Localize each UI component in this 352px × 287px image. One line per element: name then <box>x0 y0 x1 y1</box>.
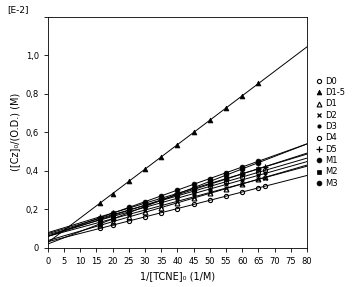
Legend: D0, D1-5, D1, D2, D3, D4, D5, M1, M2, M3: D0, D1-5, D1, D2, D3, D4, D5, M1, M2, M3 <box>314 75 346 189</box>
Y-axis label: ([Cz]₀/(O.D.) (M): ([Cz]₀/(O.D.) (M) <box>10 93 20 171</box>
Text: [E-2]: [E-2] <box>8 5 29 14</box>
X-axis label: 1/[TCNE]₀ (1/M): 1/[TCNE]₀ (1/M) <box>140 272 215 282</box>
